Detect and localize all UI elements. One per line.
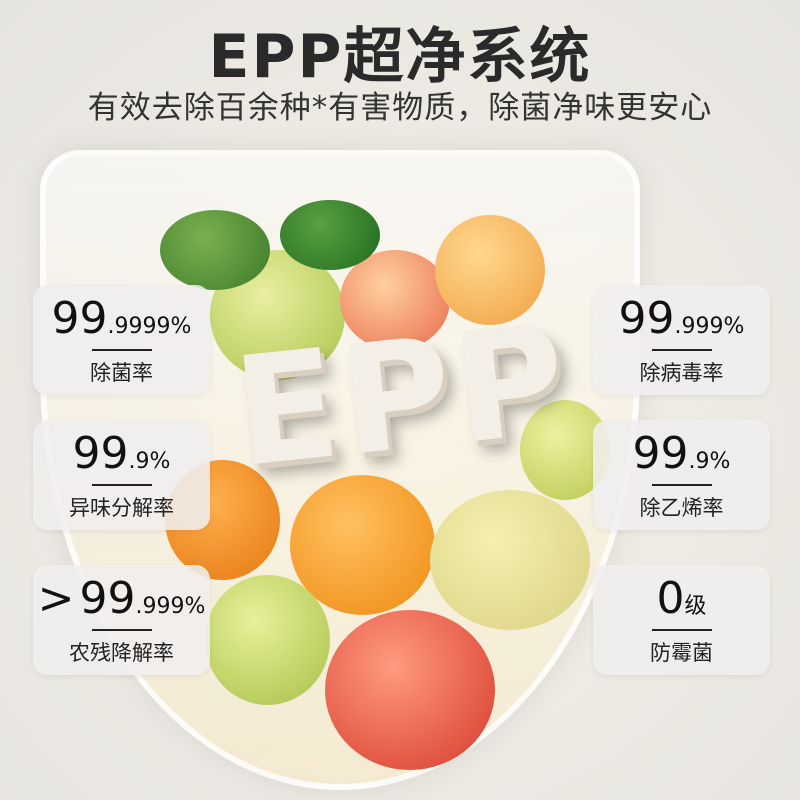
stat-unit: .9% — [128, 449, 171, 474]
stat-label: 农残降解率 — [69, 641, 174, 665]
stat-value: 99 — [72, 428, 129, 479]
stat-unit: .9999% — [107, 314, 192, 339]
divider — [651, 484, 712, 486]
stat-card-odor: 99.9% 异味分解率 — [33, 420, 210, 530]
page-subtitle: 有效去除百余种*有害物质，除菌净味更安心 — [87, 90, 713, 126]
divider — [651, 629, 712, 631]
stat-value: 0 — [656, 573, 685, 624]
stat-unit: .999% — [674, 314, 745, 339]
epp-3d-letters: EPP — [226, 293, 578, 501]
stat-label: 除病毒率 — [639, 361, 724, 385]
stat-label: 除菌率 — [90, 361, 153, 385]
stat-card-sterilization: 99.9999% 除菌率 — [33, 285, 210, 395]
stat-card-ethylene: 99.9% 除乙烯率 — [593, 420, 770, 530]
page-title: EPP超净系统 — [208, 22, 592, 92]
divider — [651, 349, 712, 351]
stat-label: 防霉菌 — [650, 641, 713, 665]
stat-card-mold: 0级 防霉菌 — [593, 565, 770, 675]
stat-unit: .9% — [688, 449, 731, 474]
stat-card-pesticide: > 99.999% 农残降解率 — [33, 565, 210, 675]
stat-unit: 级 — [684, 594, 707, 619]
stat-value: 99 — [79, 573, 136, 624]
stat-value: 99 — [618, 293, 675, 344]
stat-prefix: > — [37, 573, 75, 624]
stat-label: 除乙烯率 — [639, 496, 724, 520]
stat-label: 异味分解率 — [69, 496, 174, 520]
divider — [91, 629, 152, 631]
stat-card-virus: 99.999% 除病毒率 — [593, 285, 770, 395]
divider — [91, 349, 152, 351]
stat-value: 99 — [632, 428, 689, 479]
stat-unit: .999% — [135, 594, 206, 619]
stat-value: 99 — [51, 293, 108, 344]
divider — [91, 484, 152, 486]
